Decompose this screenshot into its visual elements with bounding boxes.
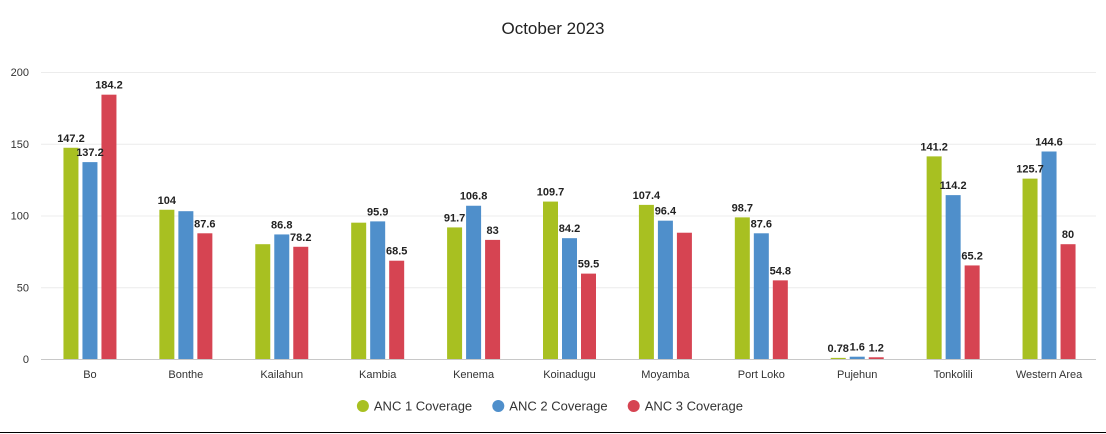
bar bbox=[1041, 151, 1057, 359]
bottom-border bbox=[0, 432, 1106, 433]
data-label: 1.2 bbox=[869, 342, 884, 354]
bar bbox=[926, 156, 942, 359]
bar bbox=[849, 356, 865, 359]
bar bbox=[1022, 178, 1038, 359]
x-tick-label: Bonthe bbox=[168, 369, 203, 381]
bar bbox=[543, 201, 558, 359]
data-label: 96.4 bbox=[655, 206, 677, 218]
bar bbox=[657, 220, 673, 359]
y-tick-label: 150 bbox=[11, 139, 29, 151]
data-label: 104 bbox=[158, 195, 177, 207]
data-label: 59.5 bbox=[578, 259, 599, 271]
bar bbox=[753, 233, 769, 359]
bar bbox=[676, 232, 692, 359]
data-label: 106.8 bbox=[460, 191, 488, 203]
bar bbox=[581, 273, 596, 359]
legend-label: ANC 1 Coverage bbox=[374, 399, 472, 414]
bar bbox=[964, 265, 980, 359]
bar bbox=[485, 239, 501, 359]
data-label: 98.7 bbox=[732, 202, 753, 214]
data-label: 109.7 bbox=[537, 187, 565, 199]
y-tick-label: 100 bbox=[11, 211, 29, 223]
data-label: 87.6 bbox=[194, 218, 215, 230]
x-tick-label: Kenema bbox=[453, 369, 495, 381]
bar bbox=[447, 227, 463, 359]
x-tick-label: Kambia bbox=[359, 369, 397, 381]
x-tick-label: Koinadugu bbox=[543, 369, 596, 381]
bar bbox=[178, 211, 194, 359]
bar bbox=[830, 357, 846, 359]
bar bbox=[159, 209, 175, 359]
data-label: 0.78 bbox=[828, 343, 849, 355]
bar bbox=[466, 205, 482, 359]
y-tick-label: 200 bbox=[11, 67, 29, 79]
bars bbox=[63, 94, 1076, 359]
data-label: 68.5 bbox=[386, 246, 407, 258]
x-tick-label: Port Loko bbox=[738, 369, 785, 381]
bar bbox=[197, 233, 213, 359]
data-label: 86.8 bbox=[271, 219, 292, 231]
data-label: 137.2 bbox=[76, 147, 104, 159]
data-label: 91.7 bbox=[444, 212, 465, 224]
x-tick-label: Pujehun bbox=[837, 369, 877, 381]
bar bbox=[945, 195, 961, 359]
data-label: 184.2 bbox=[95, 80, 123, 92]
data-label: 95.9 bbox=[367, 206, 388, 218]
x-axis-ticks: Bo Bonthe Kailahun Kambia Kenema Koinadugu Moy… bbox=[83, 369, 1083, 381]
bar bbox=[255, 244, 271, 359]
data-label: 83 bbox=[486, 225, 498, 237]
x-tick-label: Western Area bbox=[1016, 369, 1083, 381]
data-label: 144.6 bbox=[1035, 136, 1063, 148]
data-labels: 147.2 137.2 184.2 104 87.6 86.878.2 95.9 68.5 91… bbox=[57, 80, 1074, 355]
data-label: 54.8 bbox=[770, 265, 791, 277]
data-label: 78.2 bbox=[290, 232, 311, 244]
data-label: 141.2 bbox=[920, 141, 948, 153]
chart-title: October 2023 bbox=[501, 19, 604, 38]
bar bbox=[293, 246, 309, 359]
data-label: 84.2 bbox=[559, 223, 580, 235]
data-label: 147.2 bbox=[57, 133, 85, 145]
x-tick-label: Tonkolili bbox=[934, 369, 973, 381]
y-axis-ticks: 0 50 100 150 200 bbox=[11, 67, 29, 366]
bar bbox=[82, 162, 98, 359]
data-label: 65.2 bbox=[961, 250, 982, 262]
bar bbox=[638, 204, 654, 359]
data-label: 125.7 bbox=[1016, 164, 1044, 176]
bar bbox=[562, 238, 577, 359]
bar bbox=[351, 222, 367, 359]
x-tick-label: Kailahun bbox=[260, 369, 303, 381]
legend-label: ANC 2 Coverage bbox=[509, 399, 607, 414]
x-tick-label: Bo bbox=[83, 369, 96, 381]
bar bbox=[1060, 244, 1076, 359]
bar bbox=[63, 147, 79, 359]
y-tick-label: 0 bbox=[23, 354, 29, 366]
legend-swatch bbox=[492, 400, 505, 412]
data-label: 87.6 bbox=[751, 218, 772, 230]
bar bbox=[868, 357, 884, 359]
data-label: 80 bbox=[1062, 229, 1074, 241]
legend-label: ANC 3 Coverage bbox=[645, 399, 743, 414]
y-tick-label: 50 bbox=[17, 282, 29, 294]
bar bbox=[274, 234, 290, 359]
bar bbox=[370, 221, 386, 359]
bar bbox=[101, 94, 117, 359]
data-label: 114.2 bbox=[940, 180, 967, 192]
data-label: 1.6 bbox=[850, 342, 865, 354]
legend-swatch bbox=[627, 400, 640, 412]
bar bbox=[389, 260, 405, 359]
data-label: 107.4 bbox=[633, 190, 661, 202]
bar bbox=[772, 280, 788, 359]
legend-swatch bbox=[356, 400, 369, 412]
legend: ANC 1 Coverage ANC 2 Coverage ANC 3 Covera… bbox=[356, 399, 743, 414]
x-tick-label: Moyamba bbox=[641, 369, 690, 381]
bar bbox=[734, 217, 750, 359]
